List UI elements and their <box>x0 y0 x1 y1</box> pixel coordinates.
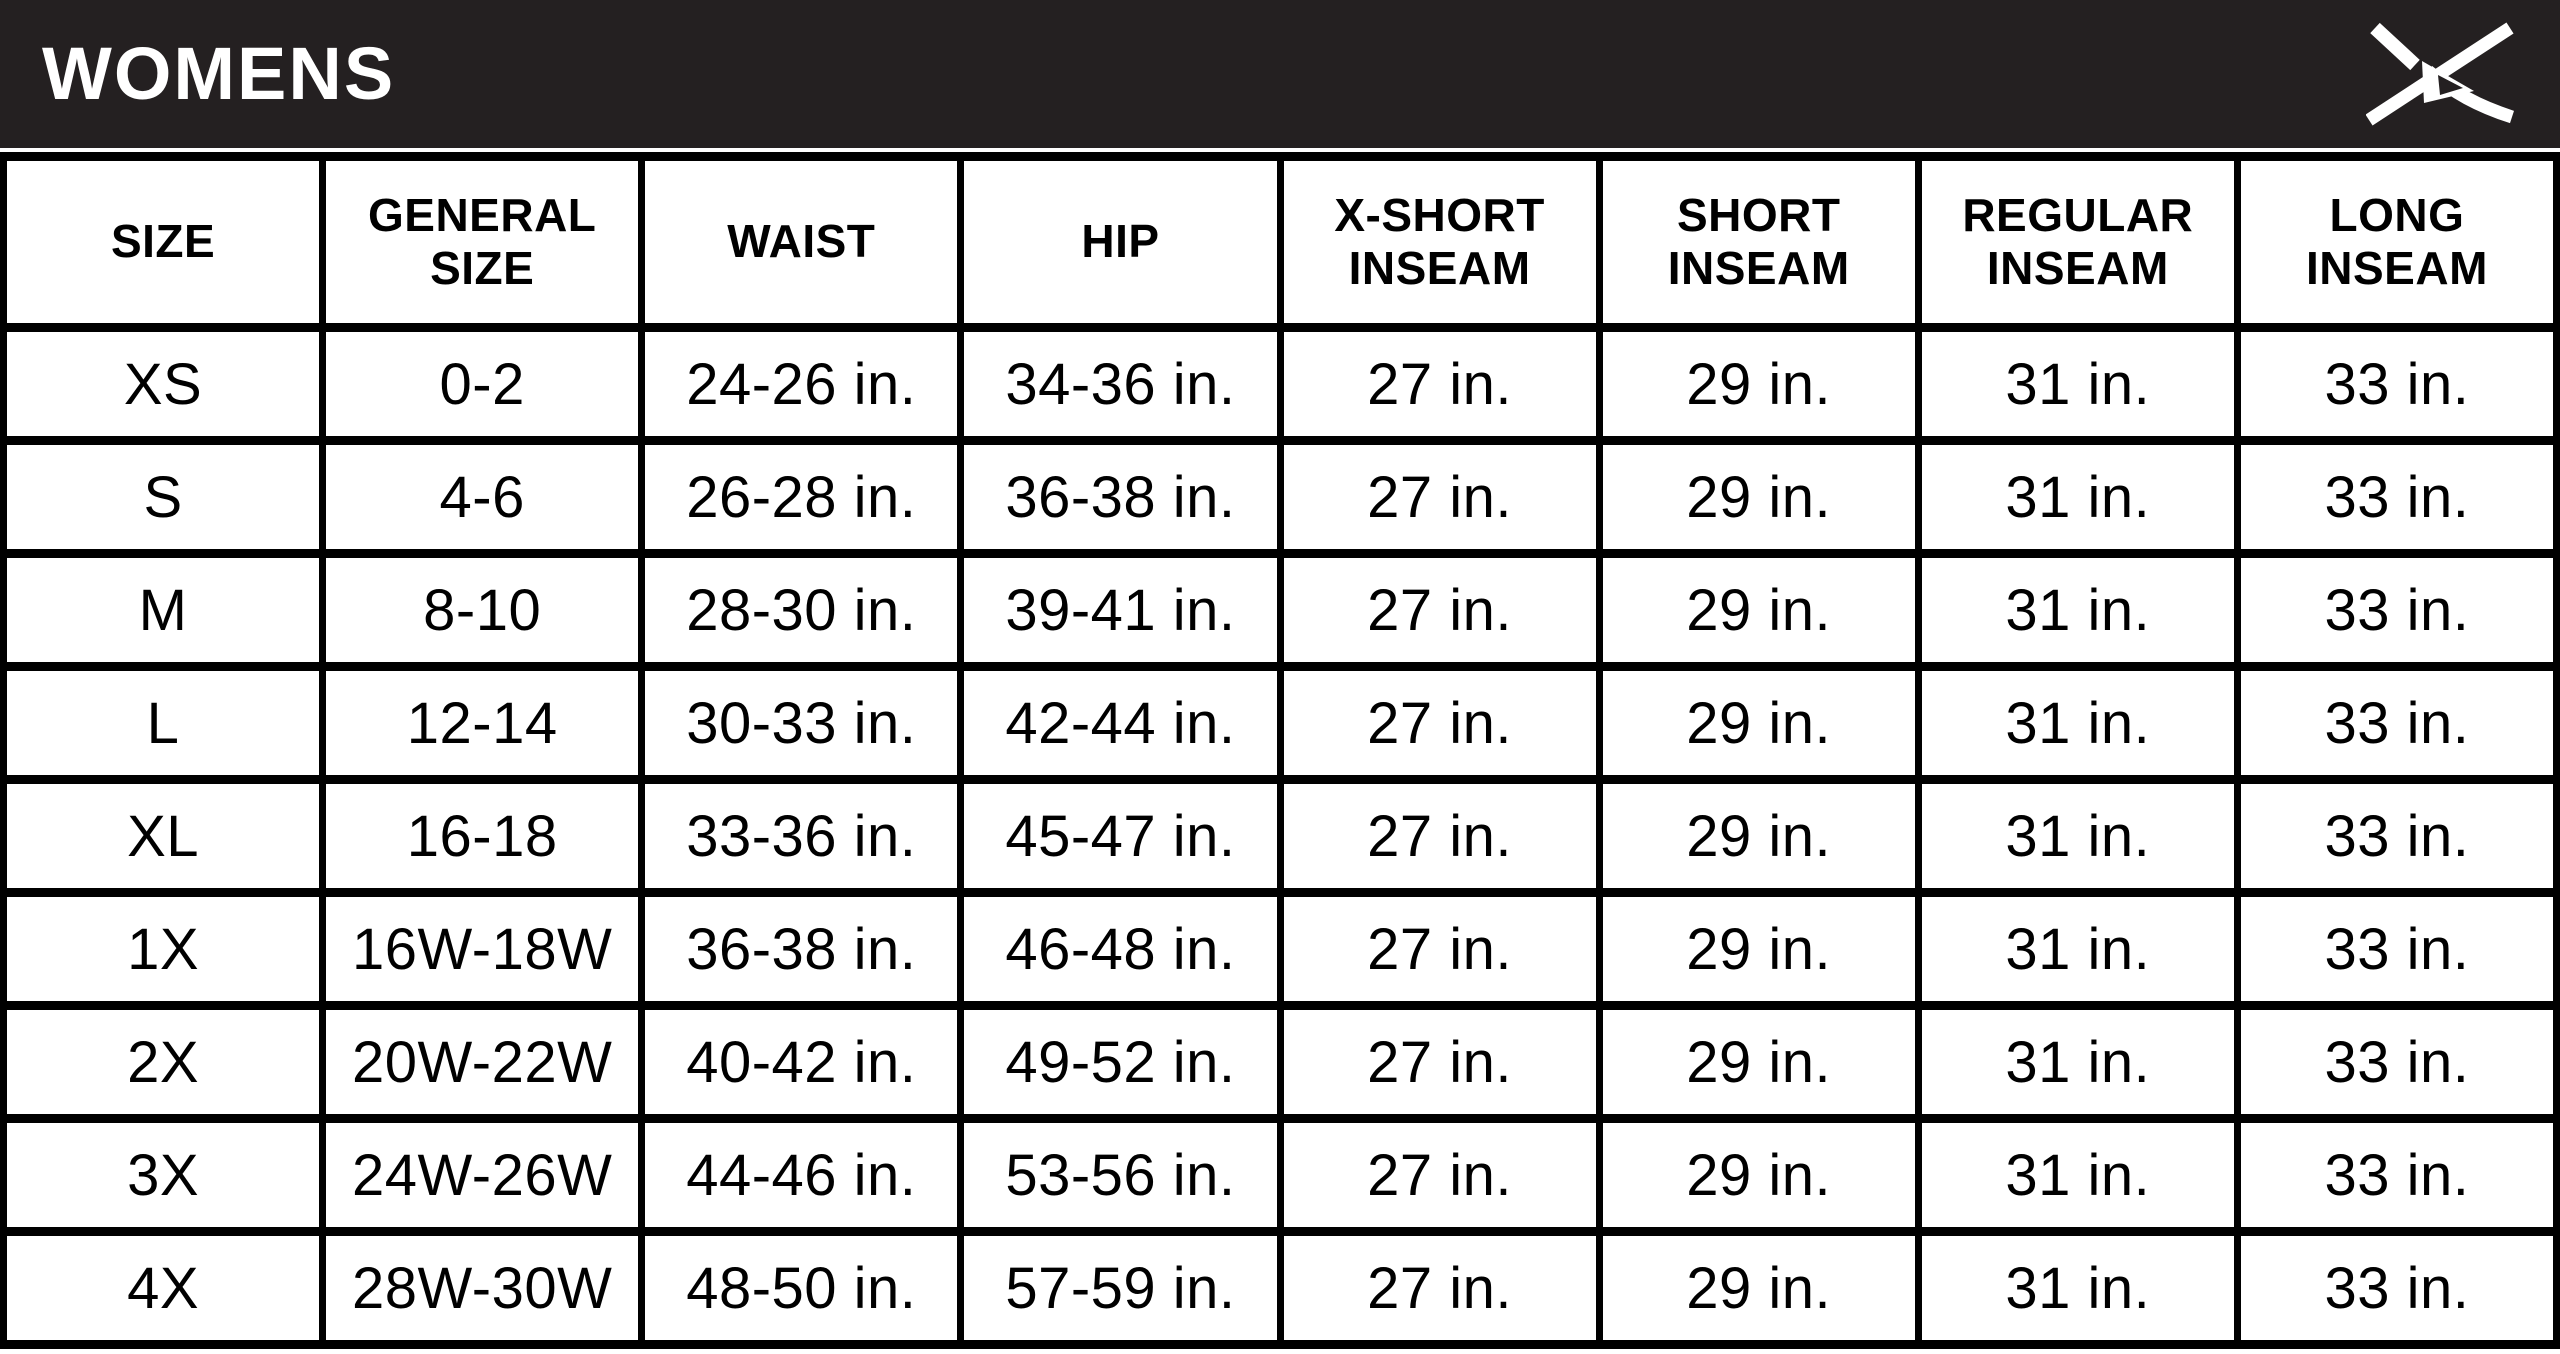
measurement-cell: 4-6 <box>319 436 646 558</box>
size-label-cell: 3X <box>0 1114 327 1236</box>
size-label-cell: XL <box>0 775 327 897</box>
measurement-cell: 12-14 <box>319 662 646 784</box>
column-header: SIZE <box>0 152 327 332</box>
table-row: L 12-14 30-33 in. 42-44 in. 27 in. 29 in. 31 i… <box>0 662 2560 784</box>
measurement-cell: 20W-22W <box>319 1001 646 1123</box>
measurement-cell: 29 in. <box>1595 1001 1922 1123</box>
measurement-cell: 16W-18W <box>319 888 646 1010</box>
table-row: 1X 16W-18W 36-38 in. 46-48 in. 27 in. 29 in. 3… <box>0 888 2560 1010</box>
measurement-cell: 29 in. <box>1595 1114 1922 1236</box>
measurement-cell: 26-28 in. <box>638 436 965 558</box>
measurement-cell: 27 in. <box>1276 436 1603 558</box>
column-header: LONG INSEAM <box>2233 152 2560 332</box>
measurement-cell: 33 in. <box>2233 775 2560 897</box>
measurement-cell: 16-18 <box>319 775 646 897</box>
column-header: GENERAL SIZE <box>319 152 646 332</box>
size-label-cell: L <box>0 662 327 784</box>
measurement-cell: 27 in. <box>1276 1001 1603 1123</box>
header-row: SIZE GENERAL SIZE WAIST HIP X-SHORT INSEAM SH… <box>0 152 2560 332</box>
measurement-cell: 27 in. <box>1276 323 1603 445</box>
measurement-cell: 36-38 in. <box>957 436 1284 558</box>
measurement-cell: 27 in. <box>1276 1114 1603 1236</box>
measurement-cell: 31 in. <box>1914 1227 2241 1349</box>
measurement-cell: 33 in. <box>2233 1001 2560 1123</box>
womens-size-table: SIZE GENERAL SIZE WAIST HIP X-SHORT INSEAM SH… <box>0 152 2560 1349</box>
measurement-cell: 24-26 in. <box>638 323 965 445</box>
column-header: REGULAR INSEAM <box>1914 152 2241 332</box>
measurement-cell: 42-44 in. <box>957 662 1284 784</box>
measurement-cell: 27 in. <box>1276 775 1603 897</box>
size-label-cell: S <box>0 436 327 558</box>
measurement-cell: 31 in. <box>1914 1001 2241 1123</box>
measurement-cell: 29 in. <box>1595 549 1922 671</box>
column-header: HIP <box>957 152 1284 332</box>
measurement-cell: 33 in. <box>2233 1114 2560 1236</box>
measurement-cell: 53-56 in. <box>957 1114 1284 1236</box>
size-label-cell: M <box>0 549 327 671</box>
measurement-cell: 31 in. <box>1914 1114 2241 1236</box>
measurement-cell: 57-59 in. <box>957 1227 1284 1349</box>
arctix-brand-logo-icon <box>2366 21 2516 127</box>
measurement-cell: 29 in. <box>1595 888 1922 1010</box>
measurement-cell: 33-36 in. <box>638 775 965 897</box>
measurement-cell: 33 in. <box>2233 888 2560 1010</box>
table-row: 4X 28W-30W 48-50 in. 57-59 in. 27 in. 29 in. 3… <box>0 1227 2560 1349</box>
measurement-cell: 27 in. <box>1276 888 1603 1010</box>
title-bar: WOMENS <box>0 0 2560 148</box>
size-table-body: XS 0-2 24-26 in. 34-36 in. 27 in. 29 in. 31 in… <box>0 323 2560 1349</box>
measurement-cell: 45-47 in. <box>957 775 1284 897</box>
measurement-cell: 27 in. <box>1276 662 1603 784</box>
measurement-cell: 33 in. <box>2233 436 2560 558</box>
size-label-cell: 4X <box>0 1227 327 1349</box>
column-header: SHORT INSEAM <box>1595 152 1922 332</box>
measurement-cell: 36-38 in. <box>638 888 965 1010</box>
measurement-cell: 40-42 in. <box>638 1001 965 1123</box>
measurement-cell: 46-48 in. <box>957 888 1284 1010</box>
table-row: S 4-6 26-28 in. 36-38 in. 27 in. 29 in. 31 in.… <box>0 436 2560 558</box>
measurement-cell: 8-10 <box>319 549 646 671</box>
measurement-cell: 33 in. <box>2233 1227 2560 1349</box>
measurement-cell: 29 in. <box>1595 775 1922 897</box>
measurement-cell: 29 in. <box>1595 436 1922 558</box>
measurement-cell: 44-46 in. <box>638 1114 965 1236</box>
measurement-cell: 27 in. <box>1276 1227 1603 1349</box>
column-header: X-SHORT INSEAM <box>1276 152 1603 332</box>
measurement-cell: 29 in. <box>1595 323 1922 445</box>
size-label-cell: 1X <box>0 888 327 1010</box>
measurement-cell: 24W-26W <box>319 1114 646 1236</box>
table-row: 3X 24W-26W 44-46 in. 53-56 in. 27 in. 29 in. 3… <box>0 1114 2560 1236</box>
measurement-cell: 31 in. <box>1914 323 2241 445</box>
measurement-cell: 33 in. <box>2233 549 2560 671</box>
measurement-cell: 33 in. <box>2233 662 2560 784</box>
table-row: M 8-10 28-30 in. 39-41 in. 27 in. 29 in. 31 in… <box>0 549 2560 671</box>
measurement-cell: 30-33 in. <box>638 662 965 784</box>
measurement-cell: 48-50 in. <box>638 1227 965 1349</box>
measurement-cell: 31 in. <box>1914 888 2241 1010</box>
table-row: 2X 20W-22W 40-42 in. 49-52 in. 27 in. 29 in. 3… <box>0 1001 2560 1123</box>
measurement-cell: 39-41 in. <box>957 549 1284 671</box>
measurement-cell: 49-52 in. <box>957 1001 1284 1123</box>
measurement-cell: 28W-30W <box>319 1227 646 1349</box>
measurement-cell: 29 in. <box>1595 662 1922 784</box>
measurement-cell: 27 in. <box>1276 549 1603 671</box>
measurement-cell: 31 in. <box>1914 775 2241 897</box>
measurement-cell: 31 in. <box>1914 436 2241 558</box>
measurement-cell: 31 in. <box>1914 662 2241 784</box>
page-title: WOMENS <box>42 32 396 115</box>
measurement-cell: 0-2 <box>319 323 646 445</box>
measurement-cell: 33 in. <box>2233 323 2560 445</box>
measurement-cell: 29 in. <box>1595 1227 1922 1349</box>
measurement-cell: 31 in. <box>1914 549 2241 671</box>
measurement-cell: 28-30 in. <box>638 549 965 671</box>
measurement-cell: 34-36 in. <box>957 323 1284 445</box>
size-label-cell: XS <box>0 323 327 445</box>
size-table-head: SIZE GENERAL SIZE WAIST HIP X-SHORT INSEAM SH… <box>0 152 2560 332</box>
table-row: XL 16-18 33-36 in. 45-47 in. 27 in. 29 in. 31 … <box>0 775 2560 897</box>
table-row: XS 0-2 24-26 in. 34-36 in. 27 in. 29 in. 31 in… <box>0 323 2560 445</box>
column-header: WAIST <box>638 152 965 332</box>
size-label-cell: 2X <box>0 1001 327 1123</box>
